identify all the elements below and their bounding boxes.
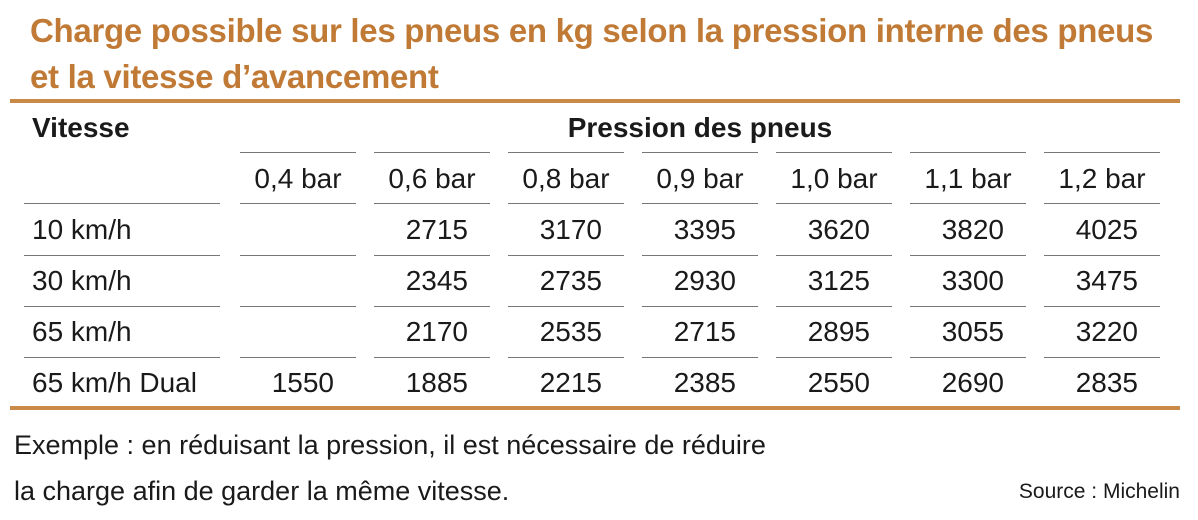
example-note-line-2: la charge afin de garder la même vitesse… [14,476,510,506]
row-speed-label: 10 km/h [32,214,132,245]
load-value-cell: 2715 [405,214,468,245]
row-rule [910,306,1026,307]
load-value-cell: 3220 [1075,316,1138,347]
row-rule [910,203,1026,204]
row-rule [374,357,490,358]
row-rule [776,357,892,358]
row-rule [240,255,356,256]
row-rule [508,306,624,307]
load-value-cell: 2835 [1075,367,1138,398]
row-rule [508,357,624,358]
row-rule [642,203,758,204]
load-value-cell: 3475 [1075,265,1138,296]
top-rule [10,99,1180,103]
row-rule [1044,203,1160,204]
pressure-header-2: 0,6 bar [388,163,476,194]
speed-column-header: Vitesse [32,112,130,143]
example-note-line-1: Exemple : en réduisant la pression, il e… [14,430,766,460]
row-rule [508,255,624,256]
load-value-cell: 2345 [405,265,468,296]
pressure-group-header: Pression des pneus [567,112,833,143]
row-rule [642,255,758,256]
load-value-cell: 3300 [941,265,1004,296]
load-value-cell: 2385 [673,367,736,398]
load-value-cell: 2215 [539,367,602,398]
row-rule [24,357,220,358]
load-value-cell: 2930 [673,265,736,296]
header-rule-col-5 [776,152,892,153]
row-rule [1044,306,1160,307]
pressure-header-4: 0,9 bar [656,163,744,194]
header-rule-col-1 [240,152,356,153]
bottom-rule [10,406,1180,410]
row-speed-label: 65 km/h Dual [32,367,197,398]
row-rule [240,203,356,204]
load-value-cell: 3395 [673,214,736,245]
row-rule [24,203,220,204]
load-value-cell: 3055 [941,316,1004,347]
row-rule [776,203,892,204]
header-rule-col-3 [508,152,624,153]
header-rule-col-4 [642,152,758,153]
pressure-header-7: 1,2 bar [1058,163,1146,194]
pressure-header-5: 1,0 bar [790,163,878,194]
load-value-cell: 3125 [807,265,870,296]
table-title: Charge possible sur les pneus en kg selo… [30,12,1154,95]
row-rule [642,306,758,307]
load-value-cell: 1550 [271,367,334,398]
row-speed-label: 30 km/h [32,265,132,296]
row-rule [240,357,356,358]
header-rule-col-7 [1044,152,1160,153]
row-rule [374,255,490,256]
row-rule [776,306,892,307]
pressure-header-1: 0,4 bar [254,163,342,194]
source-credit: Source : Michelin [1018,480,1180,503]
row-rule [776,255,892,256]
row-rule [374,306,490,307]
row-speed-label: 65 km/h [32,316,132,347]
row-rule [1044,255,1160,256]
load-value-cell: 4025 [1075,214,1138,245]
load-value-cell: 2690 [941,367,1004,398]
row-rule [910,357,1026,358]
load-value-cell: 2715 [673,316,736,347]
load-value-cell: 3170 [539,214,602,245]
load-value-cell: 2735 [539,265,602,296]
row-rule [240,306,356,307]
pressure-header-3: 0,8 bar [522,163,610,194]
load-value-cell: 3620 [807,214,870,245]
header-rule-col-6 [910,152,1026,153]
row-rule [24,255,220,256]
pressure-header-6: 1,1 bar [924,163,1012,194]
row-rule [910,255,1026,256]
load-value-cell: 1885 [405,367,468,398]
load-value-cell: 3820 [941,214,1004,245]
load-value-cell: 2170 [405,316,468,347]
load-value-cell: 2895 [807,316,870,347]
row-rule [1044,357,1160,358]
row-rule [24,306,220,307]
row-rule [508,203,624,204]
row-rule [374,203,490,204]
header-rule-col-2 [374,152,490,153]
load-value-cell: 2535 [539,316,602,347]
load-value-cell: 2550 [807,367,870,398]
row-rule [642,357,758,358]
